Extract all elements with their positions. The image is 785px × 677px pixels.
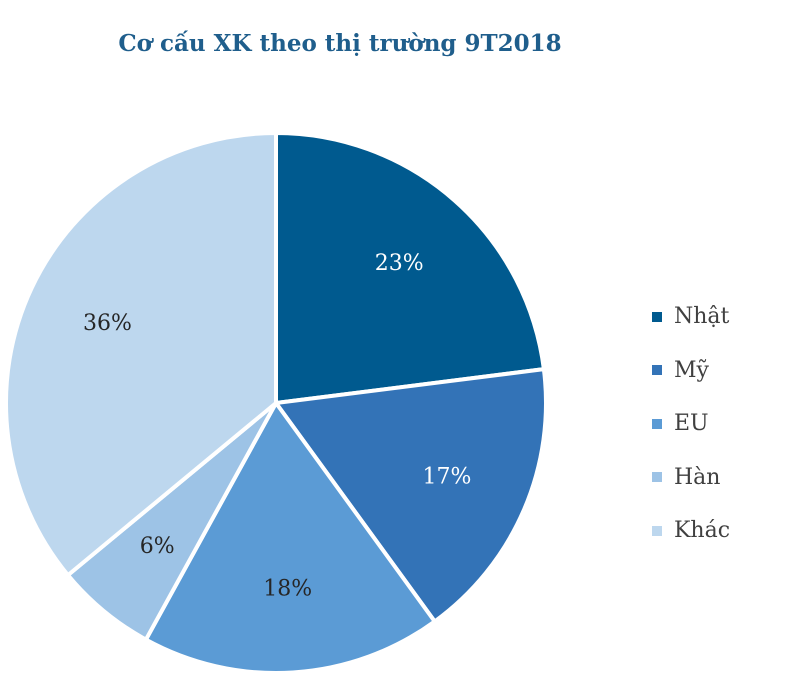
pie-labels: 23% 17% 18% 6% 36% xyxy=(83,251,471,602)
legend-swatch-nhat xyxy=(652,311,662,322)
pie-slice-my xyxy=(274,367,548,624)
legend: Nhật Mỹ EU Hàn Khác xyxy=(652,290,730,558)
slice-label-my: 17% xyxy=(423,464,472,489)
legend-label-my: Mỹ xyxy=(674,357,709,383)
pie-slices xyxy=(4,131,548,675)
slice-label-khac: 36% xyxy=(83,311,132,336)
chart-title: Cơ cấu XK theo thị trường 9T2018 xyxy=(118,30,562,57)
slice-label-eu: 18% xyxy=(263,576,312,601)
legend-item-han: Hàn xyxy=(652,451,730,505)
legend-swatch-eu xyxy=(652,418,662,429)
legend-label-khac: Khác xyxy=(674,518,731,544)
legend-label-han: Hàn xyxy=(674,464,721,490)
legend-swatch-khac xyxy=(652,525,662,536)
legend-item-eu: EU xyxy=(652,397,730,451)
pie-slice-khac xyxy=(4,131,278,578)
slice-label-han: 6% xyxy=(140,534,175,559)
legend-swatch-my xyxy=(652,365,662,376)
pie-slice-eu xyxy=(143,401,437,675)
legend-swatch-han xyxy=(652,472,662,483)
legend-item-khac: Khác xyxy=(652,504,730,558)
pie-slice-nhat xyxy=(274,131,546,405)
legend-label-eu: EU xyxy=(674,411,709,437)
slice-label-nhat: 23% xyxy=(375,251,424,276)
legend-item-nhat: Nhật xyxy=(652,290,730,344)
legend-label-nhat: Nhật xyxy=(674,304,730,330)
legend-item-my: Mỹ xyxy=(652,344,730,398)
